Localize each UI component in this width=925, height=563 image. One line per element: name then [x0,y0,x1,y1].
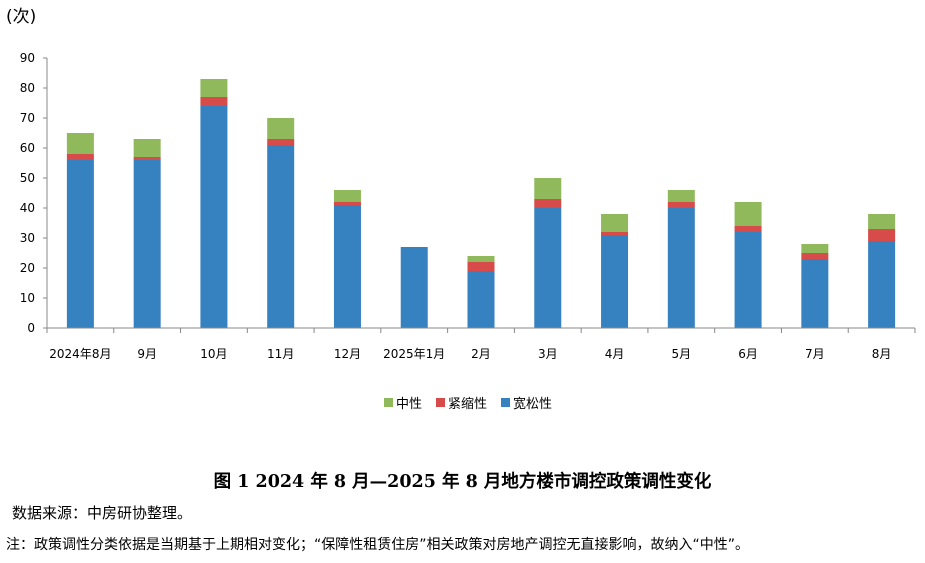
bar-segment-tight [467,262,495,271]
x-tick-label: 12月 [334,347,361,361]
bar-segment-tight [333,202,361,205]
bar-segment-neutral [133,139,161,157]
y-tick-label: 80 [20,81,35,95]
x-tick-label: 10月 [200,347,227,361]
legend-label-neutral: 中性 [396,397,423,412]
y-tick-label: 10 [20,291,35,305]
bar-segment-loose [133,160,161,328]
bar-segment-loose [267,145,295,328]
bar-segment-tight [66,154,94,160]
bar-segment-loose [400,247,428,328]
x-tick-label: 3月 [538,347,558,361]
y-tick-label: 40 [20,201,35,215]
x-tick-label: 7月 [805,347,825,361]
y-tick-label: 30 [20,231,35,245]
bar-segment-neutral [667,190,695,202]
bar-segment-loose [200,106,228,328]
x-tick-label: 2月 [471,347,491,361]
bar-segment-tight [133,157,161,160]
bar-segment-neutral [200,79,228,97]
bar-segment-neutral [66,133,94,154]
y-tick-label: 20 [20,261,35,275]
bar-segment-loose [66,160,94,328]
bar-segment-neutral [601,214,629,232]
legend-item-loose: 宽松性 [501,393,552,412]
bar-segment-neutral [333,190,361,202]
legend-swatch-neutral [384,398,393,407]
bar-segment-loose [868,241,896,328]
y-tick-label: 50 [20,171,35,185]
bar-segment-tight [534,199,562,208]
legend-swatch-tight [436,398,446,407]
bar-segment-loose [734,232,762,328]
figure-caption: 图 1 2024 年 8 月—2025 年 8 月地方楼市调控政策调性变化 [213,472,712,492]
y-tick-label: 70 [20,111,35,125]
legend-swatch-loose [501,398,511,407]
bar-segment-neutral [868,214,896,229]
y-tick-label: 60 [20,141,35,155]
x-tick-label: 11月 [267,347,294,361]
x-tick-label: 2025年1月 [383,347,445,361]
bar-segment-loose [333,205,361,328]
bar-segment-neutral [534,178,562,199]
y-tick-label: 0 [27,321,35,335]
x-tick-label: 6月 [738,347,758,361]
x-tick-label: 2024年8月 [49,347,111,361]
chart-legend: 中性 紧缩性 宽松性 [384,393,552,412]
x-tick-label: 9月 [137,347,157,361]
figure-note: 注：政策调性分类依据是当期基于上期相对变化；“保障性租赁住房”相关政策对房地产调… [6,537,750,553]
bar-segment-tight [667,202,695,208]
bar-segment-tight [868,229,896,241]
y-axis-unit-label: (次) [6,7,37,27]
bar-segment-loose [467,271,495,328]
x-tick-label: 8月 [872,347,892,361]
stacked-bar-chart: 0 10 20 30 40 50 60 70 80 90 2024年8月 9月 10月 11月 12月 202… [20,51,916,361]
bar-segment-tight [734,226,762,232]
bar-segment-neutral [801,244,829,253]
bar-segment-tight [267,139,295,145]
x-tick-label: 5月 [671,347,691,361]
data-source: 数据来源：中房研协整理。 [12,504,193,522]
bar-segment-loose [534,208,562,328]
legend-item-neutral: 中性 [384,393,422,412]
bar-segment-loose [667,208,695,328]
bar-segment-loose [601,235,629,328]
x-tick-label: 4月 [605,347,625,361]
legend-item-tight: 紧缩性 [436,393,487,412]
legend-label-loose: 宽松性 [513,397,553,412]
bar-segment-tight [801,253,829,259]
bar-segment-tight [200,97,228,106]
y-tick-label: 90 [20,51,35,65]
bar-segment-neutral [734,202,762,226]
bar-segment-tight [601,232,629,235]
legend-label-tight: 紧缩性 [448,397,488,412]
bar-segment-neutral [267,118,295,139]
bar-segment-neutral [467,256,495,262]
bar-segment-loose [801,259,829,328]
